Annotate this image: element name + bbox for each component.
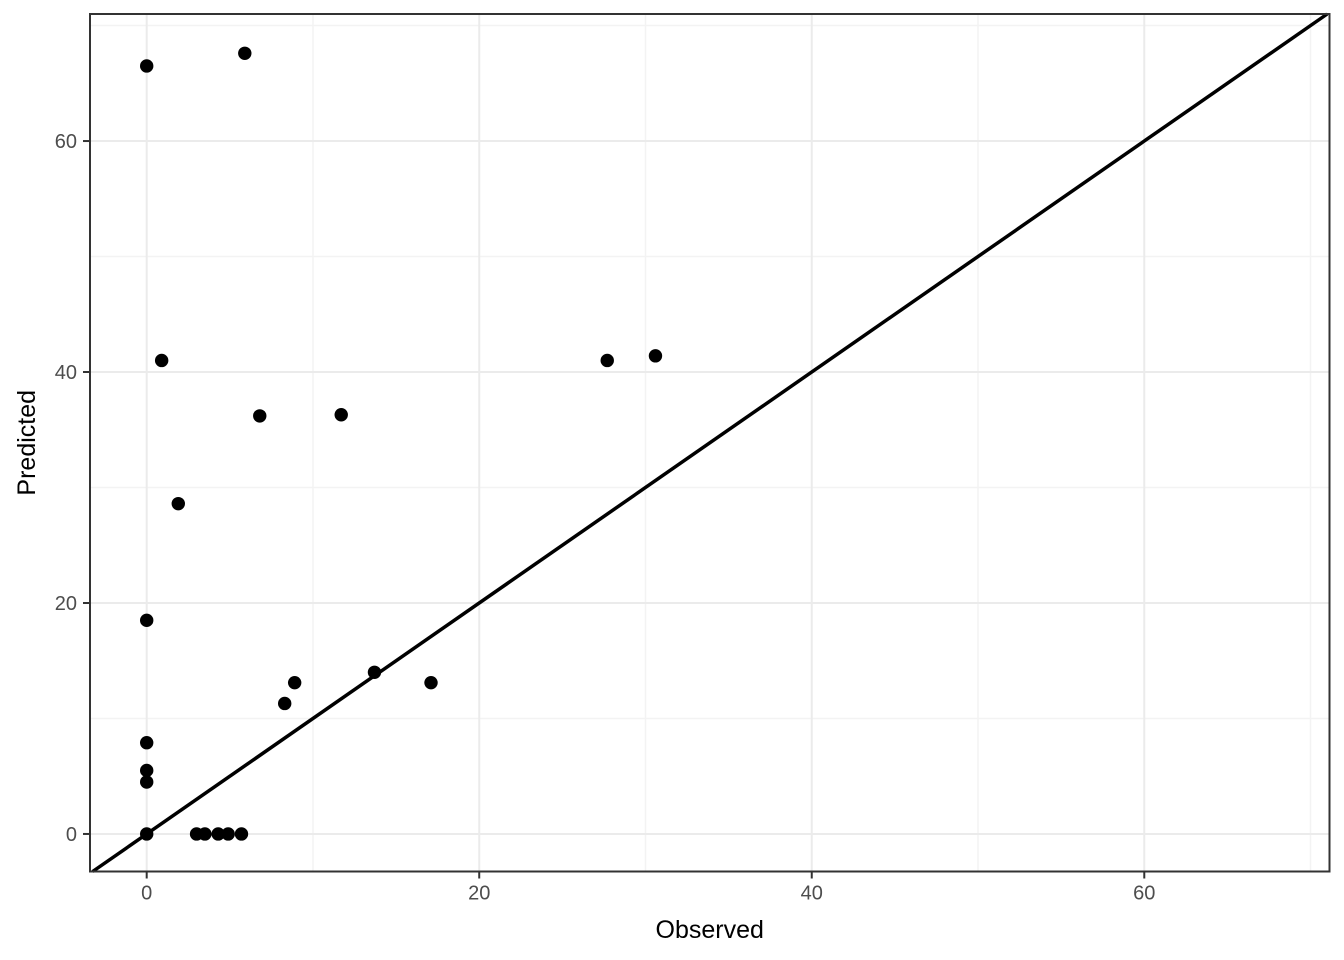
data-point xyxy=(253,409,267,423)
data-point xyxy=(277,696,292,711)
data-point xyxy=(648,349,663,363)
x-tick-label: 20 xyxy=(468,883,490,905)
data-point xyxy=(334,408,348,422)
gridlines-major xyxy=(90,14,1330,872)
data-point xyxy=(238,46,252,60)
data-point xyxy=(139,763,154,778)
x-tick-label: 40 xyxy=(801,883,823,905)
y-axis-tick-labels: 0 20 40 60 xyxy=(55,131,77,846)
data-point xyxy=(139,59,154,73)
data-point xyxy=(211,827,225,841)
data-point xyxy=(198,827,212,841)
x-tick-label: 60 xyxy=(1133,883,1155,905)
gridlines-minor xyxy=(90,14,1330,872)
y-tick-label: 40 xyxy=(55,362,77,384)
x-axis-title: Observed xyxy=(656,916,764,944)
data-point xyxy=(234,827,249,841)
data-point xyxy=(600,353,614,368)
data-point xyxy=(221,827,235,841)
data-point xyxy=(139,775,154,789)
data-point xyxy=(139,827,154,841)
y-tick-label: 0 xyxy=(66,824,77,846)
identity-line xyxy=(91,12,1329,873)
y-axis-title: Predicted xyxy=(13,390,41,496)
x-axis-tick-labels: 0 20 40 60 xyxy=(141,883,1155,905)
data-point xyxy=(424,675,438,690)
axis-tick-marks xyxy=(83,140,1146,879)
data-point xyxy=(139,613,154,628)
x-tick-label: 0 xyxy=(141,883,152,905)
y-tick-label: 20 xyxy=(55,593,77,615)
data-point xyxy=(287,675,302,690)
y-tick-label: 60 xyxy=(55,131,77,153)
data-point xyxy=(139,736,154,750)
data-point xyxy=(154,353,169,368)
data-point xyxy=(367,665,382,679)
scatter-points xyxy=(139,46,663,841)
panel-border xyxy=(89,13,1331,873)
data-point xyxy=(171,496,185,511)
